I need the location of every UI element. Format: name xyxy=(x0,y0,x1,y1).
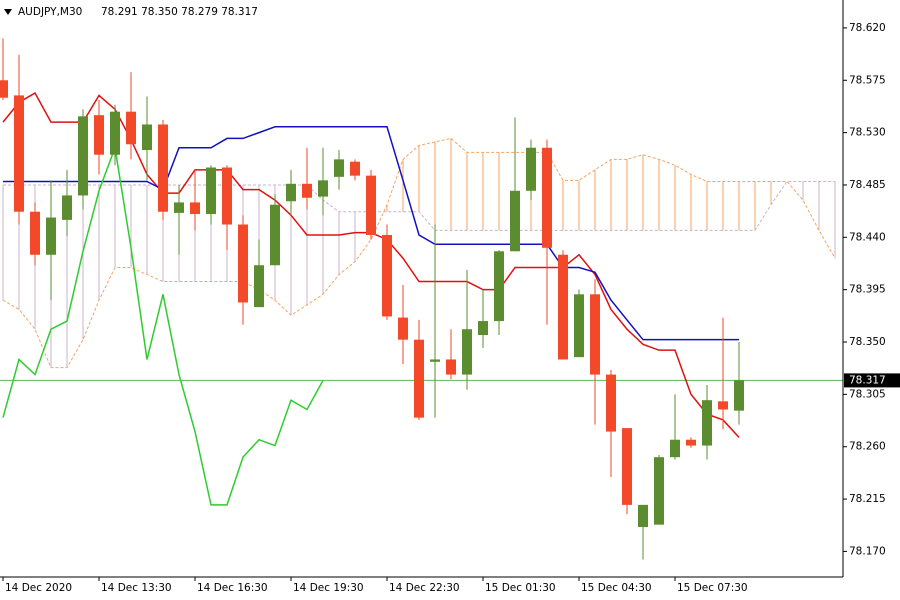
candle-body xyxy=(398,317,408,340)
candle-body xyxy=(238,224,248,303)
plot-area xyxy=(0,38,843,560)
candle-body xyxy=(110,111,120,155)
candle-body xyxy=(670,439,680,458)
senkou-span-a xyxy=(2,137,836,369)
y-tick-label: 78.530 xyxy=(849,127,886,139)
candle-body xyxy=(510,190,520,252)
quote-text: 78.291 78.350 78.279 78.317 xyxy=(101,6,258,18)
candle-body xyxy=(254,265,264,308)
candle-body xyxy=(574,294,584,358)
candle-body xyxy=(734,380,744,411)
candle-body xyxy=(590,294,600,375)
candle-body xyxy=(334,159,344,177)
y-tick-label: 78.260 xyxy=(849,441,886,453)
candle-body xyxy=(446,359,456,375)
candle-body xyxy=(718,401,728,410)
candle-body xyxy=(62,195,72,220)
y-tick-label: 78.350 xyxy=(849,336,886,348)
candle-body xyxy=(46,217,56,255)
x-tick-label: 15 Dec 04:30 xyxy=(581,582,652,594)
candle-body xyxy=(382,234,392,317)
senkou-span-b xyxy=(3,180,835,231)
candle-body xyxy=(30,211,40,255)
candle-body xyxy=(494,251,504,322)
x-tick-label: 14 Dec 16:30 xyxy=(197,582,268,594)
candle-body xyxy=(286,183,296,202)
menu-arrow[interactable] xyxy=(4,9,12,15)
candle-body xyxy=(318,180,328,197)
candle-body xyxy=(158,124,168,212)
x-tick-label: 14 Dec 19:30 xyxy=(293,582,364,594)
x-tick-label: 14 Dec 22:30 xyxy=(389,582,460,594)
candle-body xyxy=(414,339,424,418)
x-tick-label: 15 Dec 01:30 xyxy=(485,582,556,594)
candle-body xyxy=(206,167,216,215)
y-tick-label: 78.395 xyxy=(849,284,886,296)
candle-body xyxy=(94,115,104,155)
candle-body xyxy=(302,183,312,198)
candle-body xyxy=(126,111,136,145)
candle-body xyxy=(350,161,360,176)
indicator-line xyxy=(2,144,324,506)
y-tick-label: 78.620 xyxy=(849,22,886,34)
indicator-line xyxy=(3,126,739,341)
candle-body xyxy=(0,80,8,98)
candle-body xyxy=(270,204,280,266)
candle-body xyxy=(606,374,616,432)
y-tick-label: 78.440 xyxy=(849,231,886,243)
symbol-title: AUDJPY,M30 xyxy=(18,6,82,18)
candle-body xyxy=(654,457,664,525)
candle-body xyxy=(366,175,376,235)
candle-body xyxy=(190,202,200,215)
x-tick-label: 15 Dec 07:30 xyxy=(677,582,748,594)
y-tick-label: 78.485 xyxy=(849,179,886,191)
price-label: 78.317 xyxy=(849,374,886,386)
candle-body xyxy=(478,321,488,336)
candle-body xyxy=(462,329,472,375)
candle-body xyxy=(686,439,696,446)
y-tick-label: 78.305 xyxy=(849,388,886,400)
candle-body xyxy=(222,167,232,225)
y-tick-label: 78.170 xyxy=(849,545,886,557)
candle-body xyxy=(622,428,632,505)
candle-body xyxy=(142,124,152,151)
x-tick-label: 14 Dec 2020 xyxy=(5,582,72,594)
candle-body xyxy=(14,95,24,212)
candle-body xyxy=(78,116,88,196)
candle-body xyxy=(558,254,568,360)
candle-body xyxy=(638,504,648,527)
candle-body xyxy=(430,359,440,362)
y-tick-label: 78.215 xyxy=(849,493,886,505)
y-tick-label: 78.575 xyxy=(849,74,886,86)
candle-body xyxy=(526,147,536,191)
x-tick-label: 14 Dec 13:30 xyxy=(101,582,172,594)
candle-body xyxy=(702,400,712,446)
price-label-box xyxy=(844,373,900,388)
candle-body xyxy=(174,202,184,213)
candle-body xyxy=(542,147,552,248)
